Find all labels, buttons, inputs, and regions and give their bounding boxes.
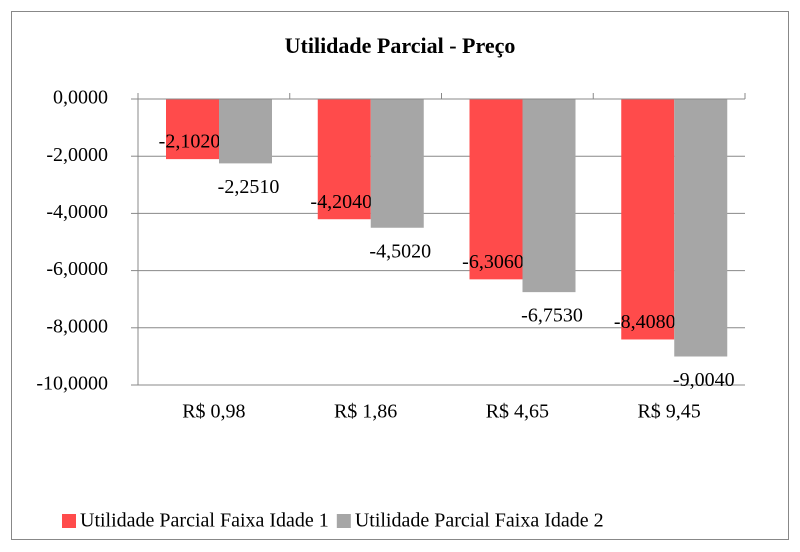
chart-title: Utilidade Parcial - Preço — [285, 33, 516, 58]
y-tick-label: -6,0000 — [46, 258, 108, 280]
legend-label: Utilidade Parcial Faixa Idade 1 — [80, 510, 329, 532]
x-tick-label: R$ 9,45 — [637, 401, 700, 423]
data-label: -4,2040 — [310, 191, 372, 213]
bar — [674, 99, 728, 357]
data-label: -4,5020 — [369, 240, 431, 262]
data-label: -8,4080 — [614, 311, 676, 333]
bar — [317, 99, 371, 220]
bar — [469, 99, 523, 280]
data-label: -6,3060 — [462, 251, 524, 273]
y-tick-label: -8,0000 — [46, 315, 108, 337]
data-label: -9,0040 — [673, 369, 735, 391]
legend-swatch — [62, 514, 76, 528]
y-tick-label: -2,0000 — [46, 144, 108, 166]
bar — [522, 99, 576, 293]
bar — [166, 99, 219, 160]
x-tick-label: R$ 0,98 — [182, 401, 245, 423]
data-label: -2,1020 — [159, 131, 221, 153]
legend-label: Utilidade Parcial Faixa Idade 2 — [355, 510, 604, 532]
y-tick-label: 0,0000 — [53, 87, 108, 109]
y-tick-label: -4,0000 — [46, 201, 108, 223]
x-tick-label: R$ 1,86 — [334, 401, 397, 423]
bar — [370, 99, 424, 228]
x-tick-label: R$ 4,65 — [486, 401, 549, 423]
data-label: -6,7530 — [521, 305, 583, 327]
bar — [219, 99, 272, 164]
data-label: -2,2510 — [218, 176, 280, 198]
legend-swatch — [336, 514, 351, 528]
bar — [621, 99, 675, 340]
y-tick-label: -10,0000 — [36, 373, 108, 395]
